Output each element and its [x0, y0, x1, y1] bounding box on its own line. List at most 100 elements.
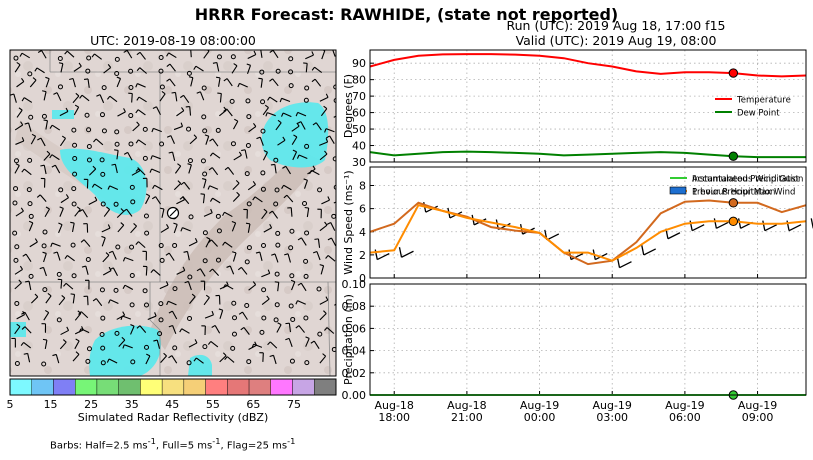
wind-barb-flag — [258, 77, 263, 80]
calm-wind-marker — [58, 187, 64, 193]
calm-wind-marker — [288, 303, 294, 309]
meteogram-wind-barb-flag — [762, 220, 766, 231]
wind-barb — [253, 343, 263, 348]
wind-barb — [15, 140, 24, 145]
calm-wind-marker — [159, 84, 165, 90]
wind-barb — [183, 95, 190, 103]
calm-wind-marker — [114, 141, 120, 147]
calm-wind-marker — [244, 259, 250, 265]
wind-barb-flag — [269, 354, 274, 358]
calm-wind-marker — [85, 68, 91, 74]
meteogram-wind-barb-flag — [713, 218, 718, 229]
meteogram-wind-barb — [401, 250, 414, 258]
wind-barb-flag — [92, 298, 97, 302]
calm-wind-marker — [130, 359, 136, 365]
wind-barb-flag — [165, 252, 170, 256]
wind-barb — [66, 255, 75, 262]
calm-wind-marker — [157, 331, 163, 337]
wind-barb — [263, 227, 272, 233]
wind-barb-flag — [123, 151, 128, 155]
wind-barb — [154, 184, 163, 191]
calm-wind-marker — [274, 302, 280, 308]
wind-barb — [15, 210, 24, 217]
wind-barb — [99, 94, 105, 104]
wind-barb — [232, 194, 240, 202]
wind-barb — [173, 183, 182, 191]
wind-barb — [109, 95, 118, 103]
wind-barb-flag — [295, 112, 299, 117]
wind-barb-flag — [145, 193, 150, 197]
calm-wind-marker — [331, 346, 336, 352]
wind-barb-flag — [177, 163, 182, 167]
wind-barb — [226, 356, 235, 363]
wind-barb-flag — [252, 180, 256, 185]
calm-wind-marker — [86, 143, 92, 149]
y-tick-label: 0.06 — [342, 322, 367, 335]
wind-barb-flag — [91, 53, 95, 58]
wind-barb-flag — [21, 168, 25, 173]
valid-time-marker — [728, 198, 739, 208]
colorbar-segment — [161, 378, 185, 396]
wind-barb — [269, 341, 278, 349]
wind-barb-flag — [65, 107, 69, 112]
wind-barb-flag — [16, 61, 21, 66]
wind-barb-flag — [49, 154, 53, 159]
wind-barb-flag — [265, 112, 268, 117]
wind-barb-flag — [233, 63, 238, 67]
reflectivity-echoes — [10, 102, 329, 376]
y-tick-label: 30 — [352, 156, 366, 169]
wind-barb — [219, 309, 224, 319]
wind-barb — [330, 222, 336, 231]
wind-barb — [151, 168, 161, 174]
calm-wind-marker — [304, 360, 310, 366]
wind-barb — [72, 354, 80, 362]
wind-barb-flag — [325, 138, 329, 143]
calm-wind-marker — [216, 228, 222, 234]
calm-wind-marker — [28, 273, 34, 279]
wind-barb-flag — [83, 78, 89, 81]
legend-swatch — [669, 186, 687, 195]
wind-barb — [24, 326, 32, 334]
wind-barb-flag — [271, 253, 276, 256]
wind-barb — [156, 339, 161, 349]
wind-barb — [262, 152, 268, 161]
wind-barb — [14, 124, 24, 131]
wind-barb-flag — [63, 282, 67, 287]
calm-wind-marker — [101, 128, 107, 134]
wind-barb — [283, 184, 292, 191]
wind-barb — [59, 111, 69, 117]
wind-barb — [139, 51, 146, 60]
calm-wind-marker — [113, 201, 119, 207]
wind-barb-flag — [303, 178, 308, 181]
wind-barb — [21, 52, 31, 59]
calm-wind-marker — [186, 70, 192, 76]
wind-barb-flag — [296, 122, 300, 127]
wind-barb — [160, 355, 167, 363]
wind-barb — [291, 125, 300, 132]
wind-barb-flag — [193, 134, 198, 139]
wind-barb-flag — [251, 343, 255, 349]
wind-barb-flag — [70, 221, 75, 224]
wind-barb-flag — [226, 281, 229, 286]
wind-barb-flag — [58, 62, 63, 65]
wind-barb — [43, 253, 47, 263]
calm-wind-marker — [28, 213, 34, 219]
wind-barb-flag — [75, 338, 80, 342]
wind-barb-flag — [53, 251, 58, 254]
y-tick-label: 0.10 — [342, 278, 367, 291]
colorbar-tick-label: 25 — [84, 398, 98, 411]
y-tick-label: 0.00 — [342, 389, 367, 402]
wind-barb-flag — [232, 251, 237, 254]
calm-wind-marker — [56, 271, 62, 277]
wind-barb-flag — [263, 149, 268, 153]
meteogram-wind-barb — [570, 252, 584, 261]
wind-barb — [224, 211, 233, 218]
calm-wind-marker — [142, 126, 148, 132]
wind-barb-flag — [108, 250, 113, 254]
wind-barb-flag — [183, 250, 188, 253]
wind-barb-flag — [269, 78, 273, 82]
wind-barb-flag — [211, 310, 214, 316]
wind-barb-flag — [28, 220, 34, 224]
wind-barb — [176, 199, 185, 205]
wind-barb — [145, 355, 151, 365]
